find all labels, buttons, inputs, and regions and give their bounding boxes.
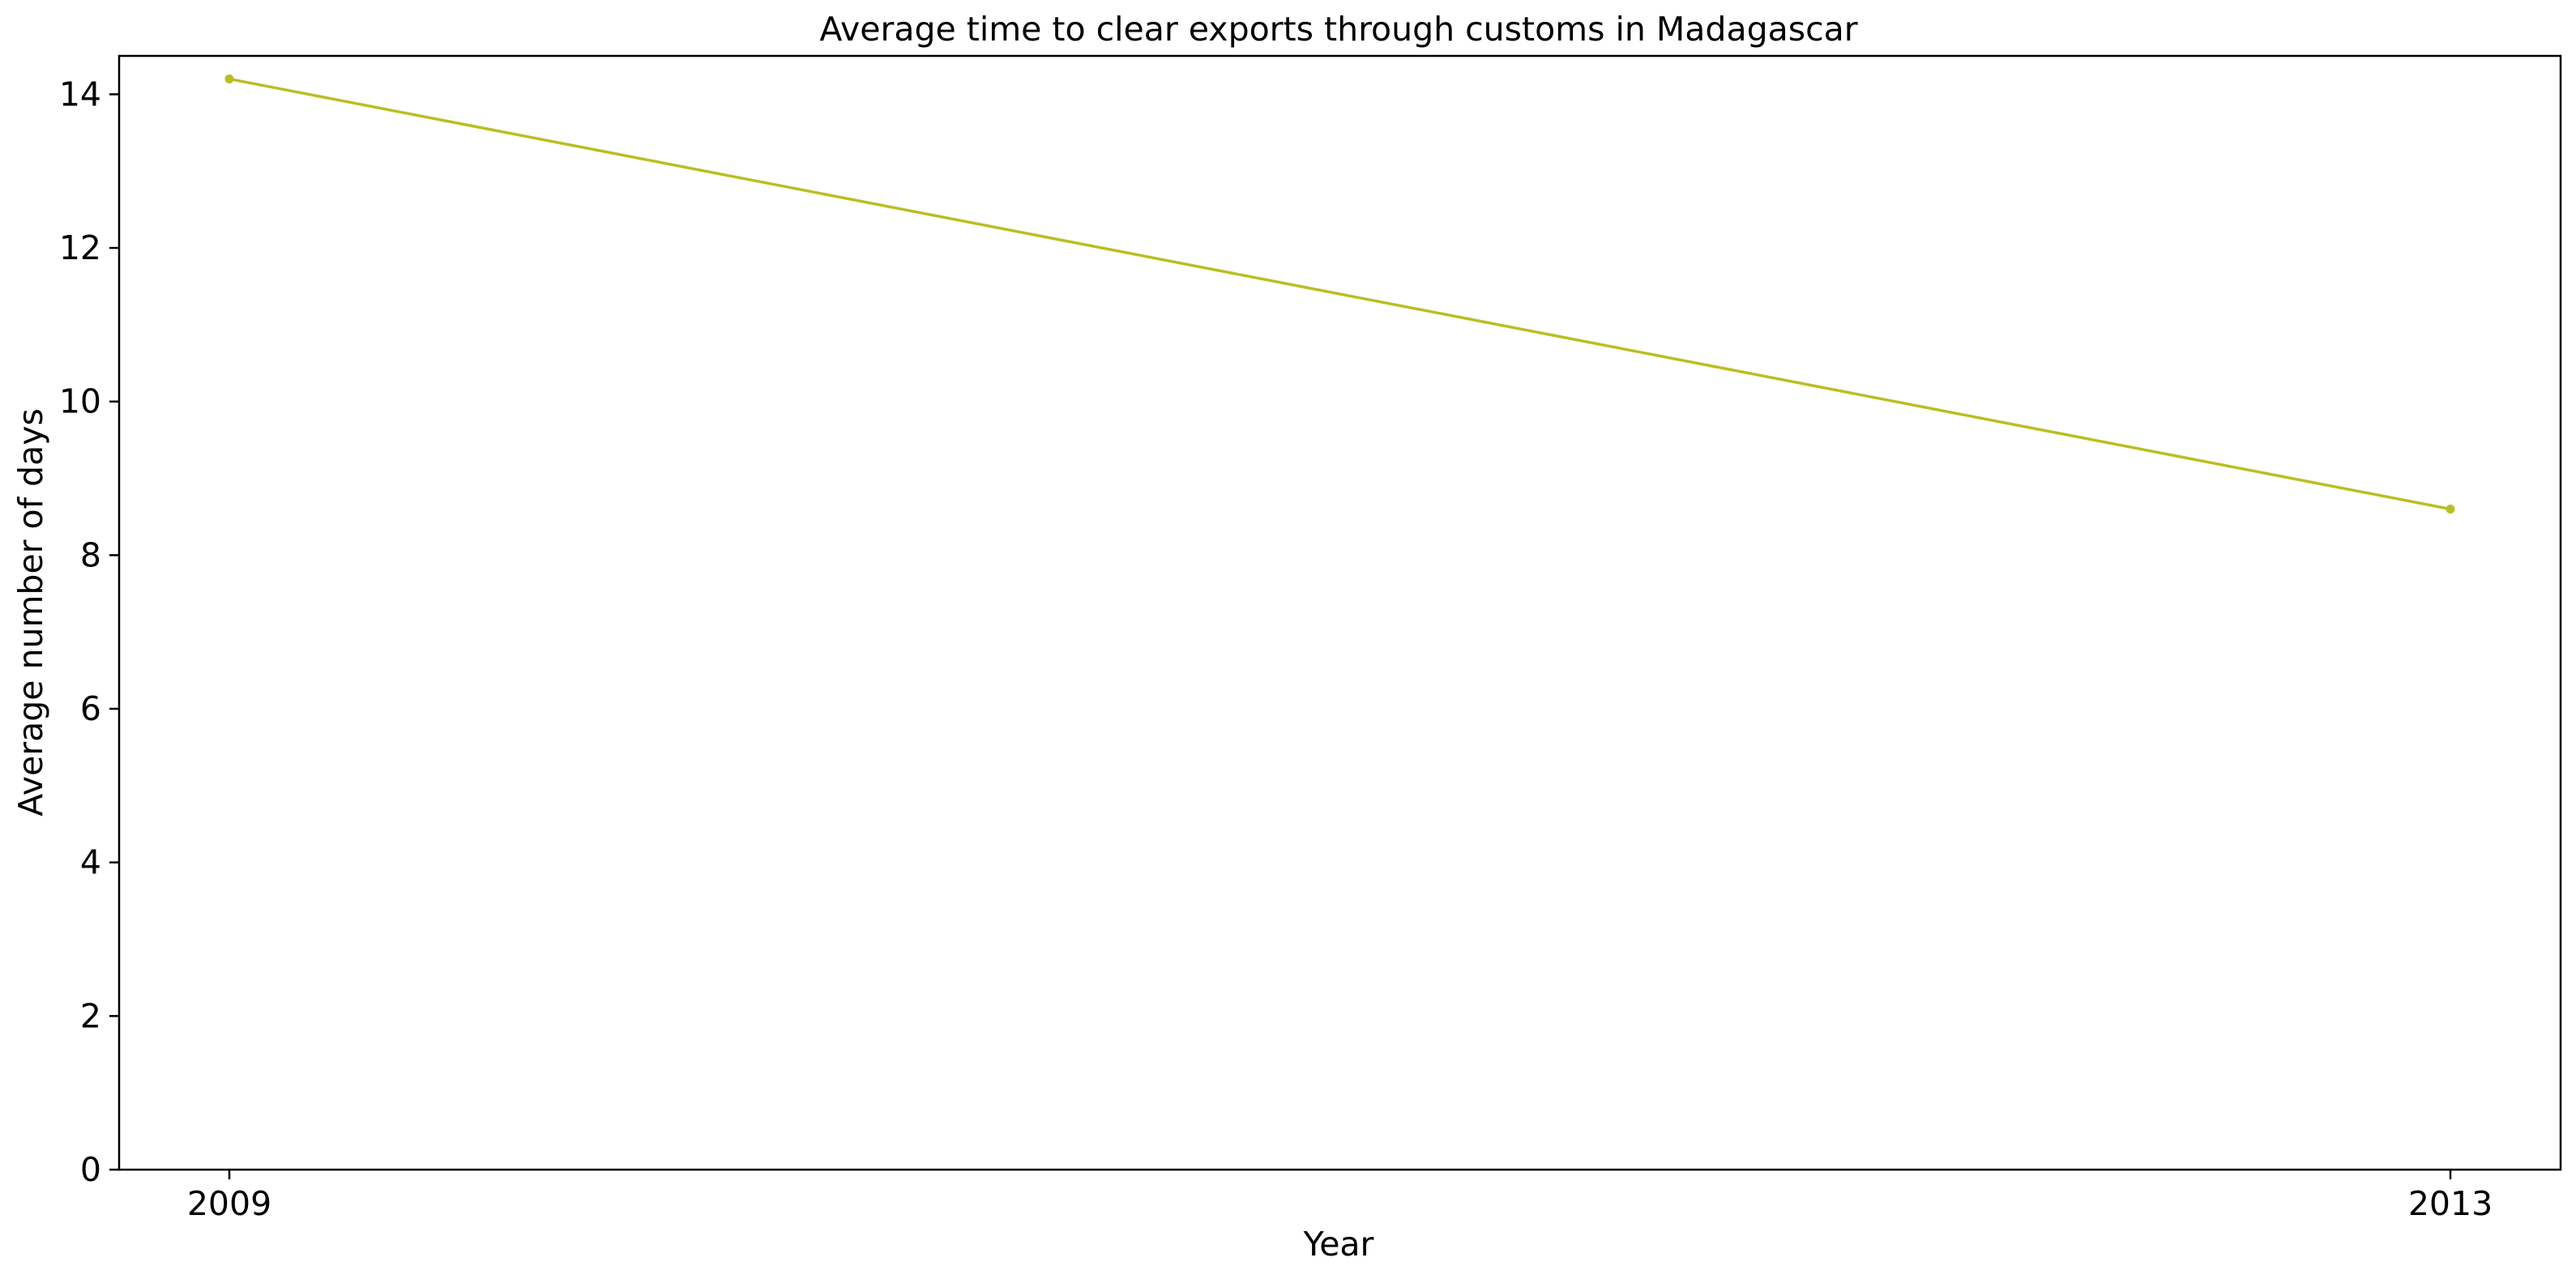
y-tick-label: 4 [80, 843, 101, 882]
y-axis-label: Average number of days [11, 408, 50, 816]
x-axis-ticks: 2009 2013 [187, 1170, 2493, 1223]
y-tick-label: 14 [59, 75, 101, 113]
data-point [2446, 504, 2455, 514]
x-axis-label: Year [1303, 1225, 1374, 1264]
data-point [224, 74, 234, 83]
series-line [229, 77, 2451, 511]
plot-frame [117, 54, 2562, 1171]
y-tick-label: 10 [59, 382, 101, 421]
x-tick-label: 2013 [2408, 1184, 2493, 1223]
y-tick-label: 12 [59, 228, 101, 267]
y-tick-label: 8 [80, 535, 101, 574]
x-tick-label: 2009 [187, 1184, 271, 1223]
y-tick-label: 2 [80, 996, 101, 1035]
y-tick-label: 0 [80, 1150, 101, 1189]
chart-title: Average time to clear exports through cu… [819, 10, 1857, 49]
series-layer [224, 74, 2455, 514]
y-axis-ticks: 0 2 4 6 8 10 12 14 [59, 75, 119, 1189]
y-tick-label: 6 [80, 689, 101, 728]
